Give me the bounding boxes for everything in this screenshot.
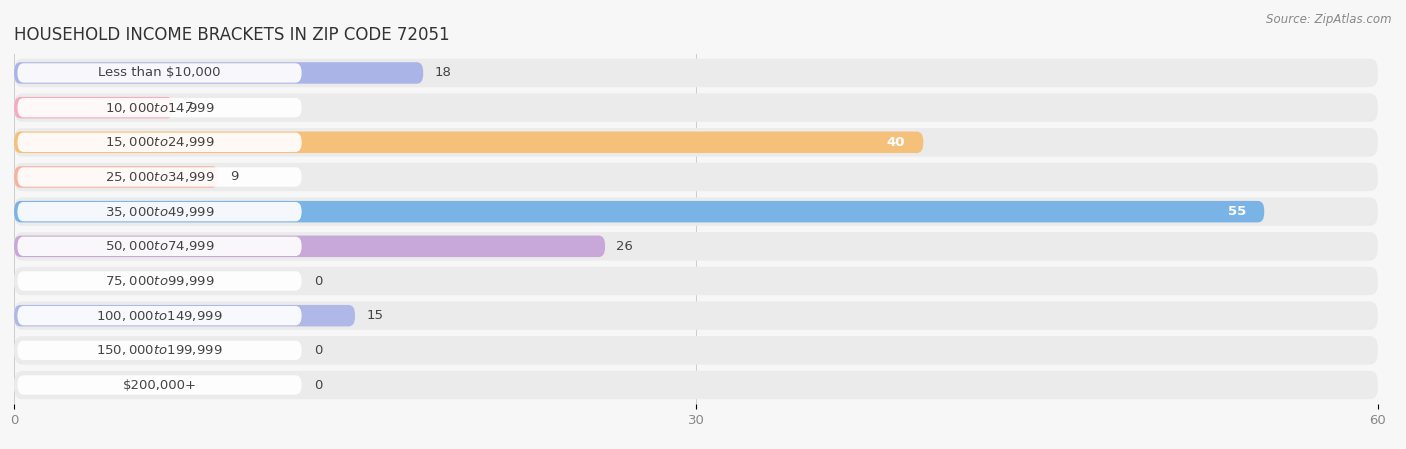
FancyBboxPatch shape [17, 237, 302, 256]
Text: 15: 15 [367, 309, 384, 322]
FancyBboxPatch shape [14, 267, 1378, 295]
Text: Source: ZipAtlas.com: Source: ZipAtlas.com [1267, 13, 1392, 26]
FancyBboxPatch shape [14, 201, 1264, 222]
Text: $50,000 to $74,999: $50,000 to $74,999 [104, 239, 214, 253]
Text: 55: 55 [1227, 205, 1246, 218]
FancyBboxPatch shape [17, 167, 302, 187]
Text: $15,000 to $24,999: $15,000 to $24,999 [104, 135, 214, 150]
Text: $150,000 to $199,999: $150,000 to $199,999 [96, 343, 222, 357]
Text: 9: 9 [231, 171, 239, 184]
FancyBboxPatch shape [17, 306, 302, 326]
FancyBboxPatch shape [14, 198, 1378, 226]
FancyBboxPatch shape [14, 132, 924, 153]
FancyBboxPatch shape [14, 166, 219, 188]
FancyBboxPatch shape [14, 62, 423, 84]
FancyBboxPatch shape [14, 93, 1378, 122]
Text: 18: 18 [434, 66, 451, 79]
Text: Less than $10,000: Less than $10,000 [98, 66, 221, 79]
Text: 0: 0 [314, 274, 322, 287]
FancyBboxPatch shape [17, 375, 302, 395]
Text: 26: 26 [616, 240, 633, 253]
Text: HOUSEHOLD INCOME BRACKETS IN ZIP CODE 72051: HOUSEHOLD INCOME BRACKETS IN ZIP CODE 72… [14, 26, 450, 44]
Text: 0: 0 [314, 379, 322, 392]
FancyBboxPatch shape [17, 98, 302, 117]
FancyBboxPatch shape [14, 371, 1378, 399]
FancyBboxPatch shape [14, 305, 354, 326]
FancyBboxPatch shape [17, 271, 302, 291]
FancyBboxPatch shape [14, 59, 1378, 87]
FancyBboxPatch shape [14, 232, 1378, 260]
FancyBboxPatch shape [14, 163, 1378, 191]
FancyBboxPatch shape [14, 128, 1378, 157]
FancyBboxPatch shape [14, 301, 1378, 330]
FancyBboxPatch shape [17, 202, 302, 221]
Text: 40: 40 [887, 136, 905, 149]
Text: $25,000 to $34,999: $25,000 to $34,999 [104, 170, 214, 184]
Text: $75,000 to $99,999: $75,000 to $99,999 [104, 274, 214, 288]
Text: $10,000 to $14,999: $10,000 to $14,999 [104, 101, 214, 114]
FancyBboxPatch shape [17, 132, 302, 152]
FancyBboxPatch shape [17, 63, 302, 83]
Text: $100,000 to $149,999: $100,000 to $149,999 [96, 308, 222, 323]
FancyBboxPatch shape [14, 336, 1378, 365]
Text: 7: 7 [184, 101, 193, 114]
Text: $200,000+: $200,000+ [122, 379, 197, 392]
Text: 0: 0 [314, 344, 322, 357]
FancyBboxPatch shape [17, 341, 302, 360]
Text: $35,000 to $49,999: $35,000 to $49,999 [104, 205, 214, 219]
FancyBboxPatch shape [14, 236, 605, 257]
FancyBboxPatch shape [14, 97, 173, 119]
